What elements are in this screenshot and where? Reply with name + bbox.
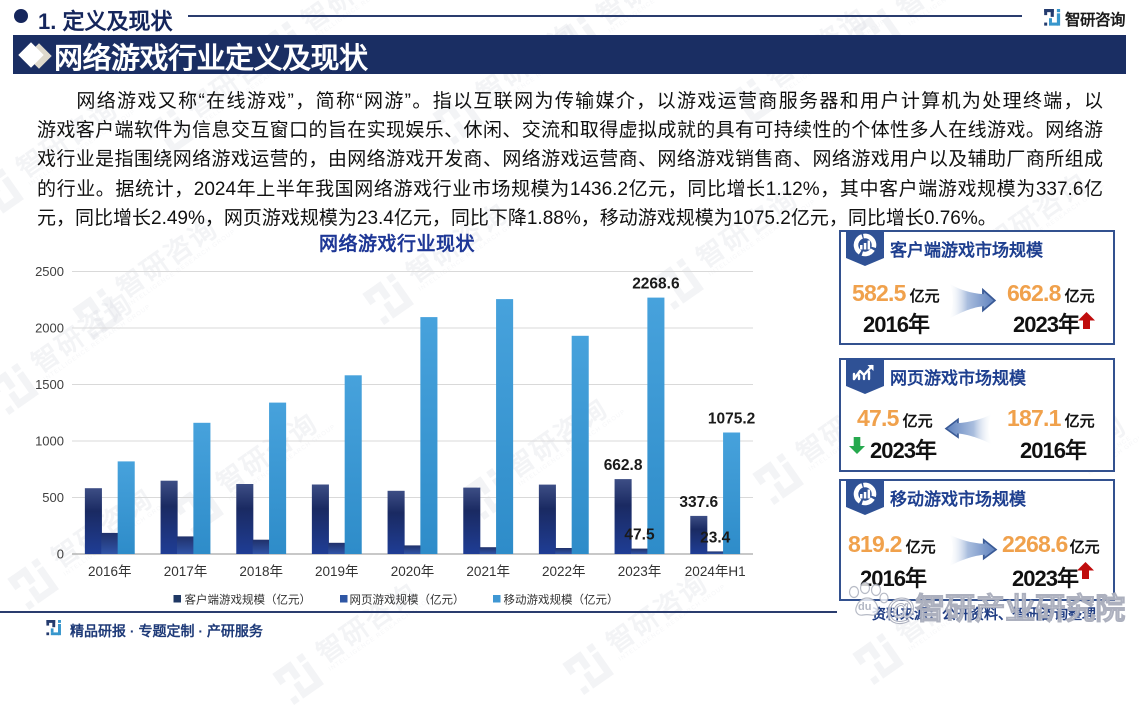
svg-text:1075.2: 1075.2 [708, 410, 755, 427]
svg-text:客户端游戏规模（亿元）: 客户端游戏规模（亿元） [185, 593, 312, 607]
svg-text:du: du [858, 601, 871, 613]
svg-text:337.6: 337.6 [679, 494, 718, 511]
svg-text:2000: 2000 [35, 321, 64, 336]
svg-text:2021年: 2021年 [466, 564, 510, 579]
svg-text:2016年: 2016年 [88, 564, 132, 579]
svg-text:662.8: 662.8 [604, 457, 643, 474]
svg-text:500: 500 [42, 490, 64, 505]
svg-text:2020年: 2020年 [391, 564, 435, 579]
svg-text:2500: 2500 [35, 264, 64, 279]
svg-text:2019年: 2019年 [315, 564, 359, 579]
svg-text:网络游戏行业现状: 网络游戏行业现状 [319, 232, 476, 255]
svg-text:2022年: 2022年 [542, 564, 586, 579]
svg-text:2024年H1: 2024年H1 [685, 564, 746, 579]
svg-text:2268.6: 2268.6 [632, 276, 680, 293]
svg-text:移动游戏规模（亿元）: 移动游戏规模（亿元） [504, 593, 619, 607]
svg-text:0: 0 [57, 547, 64, 562]
svg-text:1000: 1000 [35, 434, 64, 449]
svg-text:2017年: 2017年 [164, 564, 208, 579]
svg-text:23.4: 23.4 [700, 529, 731, 546]
svg-text:47.5: 47.5 [624, 527, 655, 544]
svg-text:2023年: 2023年 [618, 564, 662, 579]
svg-text:1500: 1500 [35, 377, 64, 392]
svg-text:网页游戏规模（亿元）: 网页游戏规模（亿元） [350, 593, 465, 607]
svg-text:2018年: 2018年 [239, 564, 283, 579]
